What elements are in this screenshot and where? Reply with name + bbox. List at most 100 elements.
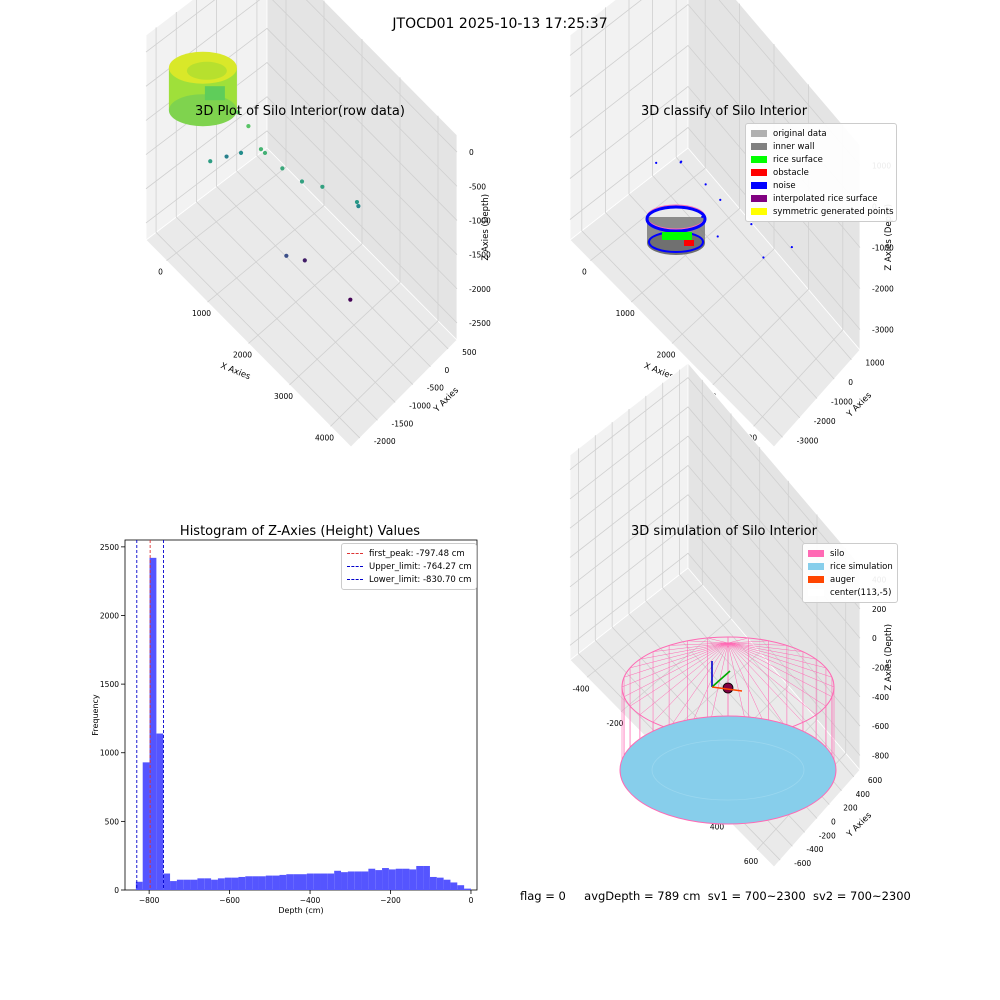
ax1-data-point [356,204,361,209]
legend-item-inner-wall: inner wall [751,140,891,153]
ax1-data-point [258,147,264,152]
histogram-bar [347,871,355,890]
ax1-cluster-surface [204,86,225,101]
ax4-y-tick-label: -600 [794,859,811,868]
ax2-y-tick-label: 1000 [865,359,884,368]
figure-suptitle: JTOCD01 2025-10-13 17:25:37 [392,16,608,32]
histogram-bar [402,868,410,890]
ax1-data-point [348,297,353,302]
ax4-silo-roof-line [623,642,729,678]
legend-label: auger [830,574,855,585]
histogram-bar [375,870,383,890]
legend-line [347,566,363,567]
histogram-bar [286,874,294,890]
histogram-bar [279,874,287,890]
ax1-z-tick-label: -2000 [469,285,491,294]
ax4-title: 3D simulation of Silo Interior [631,524,817,539]
legend-label: rice surface [773,154,823,165]
ax3-y-tick-label: 500 [105,817,120,826]
histogram-bar [457,885,465,890]
legend-label: interpolated rice surface [773,193,878,204]
ax1-data-point [208,159,213,164]
ax2-noise-point [790,245,793,249]
ax1-data-point [284,253,289,258]
legend-label: symmetric generated points [773,206,894,217]
legend-item-first-peak: first_peak: -797.48 cm [347,547,471,560]
ax4-x-tick-label: 400 [710,822,725,831]
ax1-x-gridline [207,0,325,303]
ax4-y-tick-label: 0 [831,818,836,827]
legend-item-upper-limit: Upper_limit: -764.27 cm [347,560,472,573]
ax2-z-gridline [569,126,861,330]
legend-swatch [808,563,824,570]
ax4-z-tick-label: -400 [872,693,889,702]
ax4-silo-roof-line [727,642,827,707]
ax1-z-tick-label: 0 [469,148,474,157]
legend-label: original data [773,128,827,139]
sv1-text: sv1 = 700~2300 [707,889,806,903]
histogram-bar [135,881,143,890]
ax1-data-point [224,154,229,159]
ax2-x-gridline [590,0,706,262]
ax4-rice-surface [619,715,837,825]
ax2-noise-point [716,235,719,238]
legend-item-noise: noise [751,179,891,192]
legend-item-interpolated: interpolated rice surface [751,192,891,205]
ax3-frame [124,539,478,891]
legend-item-auger: auger [808,573,892,586]
ax4-y-tick-label: -200 [819,831,836,840]
ax2-noise-point [655,161,658,165]
legend-item-silo: silo [808,547,892,560]
legend-swatch [751,156,767,163]
ax4-z-tick-label: -200 [872,664,889,673]
histogram-bar [258,876,266,890]
histogram-bar [265,875,273,890]
ax4-silo-roof-line [687,640,729,644]
ax1-z-tick-label: -2500 [469,319,491,328]
histogram-bar [176,879,184,890]
ax4-silo-roof-line [639,642,729,715]
ax4-axis-arrow-y [711,670,731,688]
ax2-noise-point [679,161,682,164]
ax2-x-gridline [630,3,740,303]
ax4-silo-roof-line [727,642,826,669]
histogram-bar [354,871,362,890]
ax2-y-tick-label: -1000 [831,398,853,407]
histogram-bar [197,878,205,890]
ax3-y-tick-label: 2000 [100,611,119,620]
histogram-bar [293,874,300,890]
legend-label: noise [773,180,796,191]
ax2-y-gridline [581,25,783,438]
ax1-y-gridline [256,0,449,350]
ax4-x-gridline [586,379,703,678]
histogram-bar [170,881,177,890]
ax1-y-tick-label: -2000 [374,437,396,446]
ax2-z-tick-label: -2000 [872,285,894,294]
ax3-legend: first_peak: -797.48 cm Upper_limit: -764… [341,543,477,590]
ax2-z-tick-label: -1000 [872,244,894,253]
ax4-silo-roof-line [630,642,729,669]
legend-label: obstacle [773,167,809,178]
histogram-bar [299,874,307,890]
ax4-silo-roof-line [707,637,729,644]
ax4-silo-roof-line [727,640,769,644]
legend-swatch [751,195,767,202]
legend-label: center(113,-5) [830,587,892,598]
histogram-bar [156,733,164,890]
ax2-rice-surface [662,232,692,240]
ax3-y-tick-label: 2500 [100,543,119,552]
ax1-y-tick-label: -500 [427,384,444,393]
ax2-y-gridline [605,7,801,419]
histogram-bar [368,868,376,890]
legend-label: Lower_limit: -830.70 cm [369,574,472,585]
ax1-data-point [262,150,268,156]
ax4-z-tick-label: -800 [872,751,889,760]
ax1-z-tick-label: -500 [469,182,486,191]
ax4-z-gridline [569,377,861,580]
ax2-noise-point [704,183,707,186]
ax4-silo-roof-line [653,642,729,652]
ax1-z-gridline [145,96,458,290]
ax2-y-gridline [628,0,818,399]
legend-label: rice simulation [830,561,893,572]
ax1-title: 3D Plot of Silo Interior(row data) [195,104,405,119]
